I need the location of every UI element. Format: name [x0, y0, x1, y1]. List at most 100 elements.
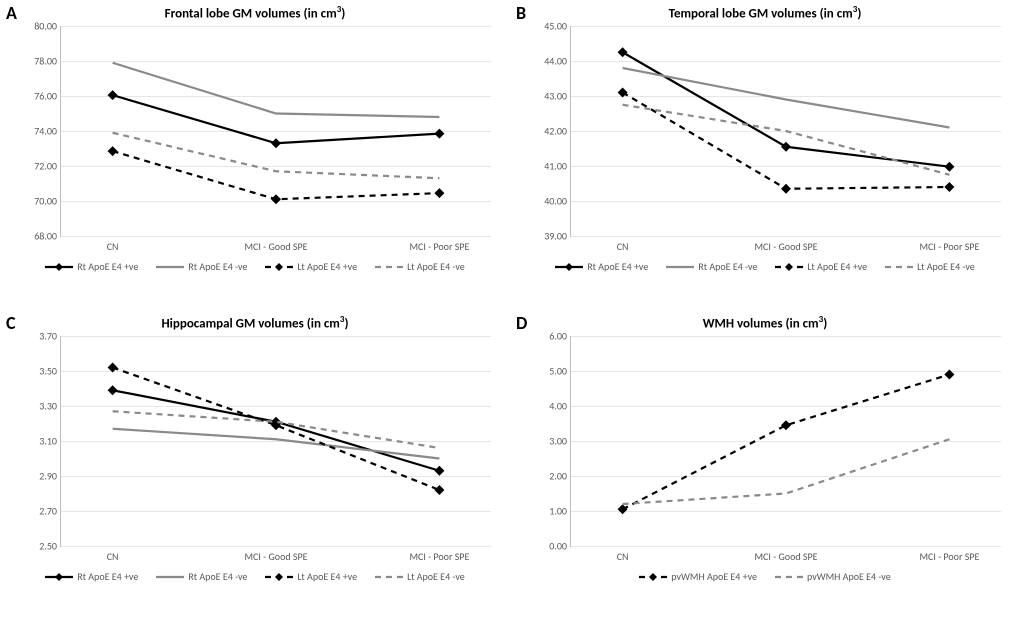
panel-D: DWMH volumes (in cm3)0.001.002.003.004.0…	[510, 310, 1020, 600]
legend-item: Rt ApoE E4 +ve	[45, 570, 138, 583]
y-tick-label: 39.00	[544, 230, 571, 243]
panel-B: BTemporal lobe GM volumes (in cm3)39.004…	[510, 0, 1020, 290]
series-marker	[434, 466, 444, 476]
series-line	[113, 151, 440, 199]
legend-label: Rt ApoE E4 +ve	[77, 570, 138, 583]
x-tick-label: MCI - Good SPE	[755, 236, 818, 253]
series-marker	[108, 90, 118, 100]
legend-label: Rt ApoE E4 -ve	[698, 260, 757, 273]
legend-item: Lt ApoE E4 +ve	[265, 570, 357, 583]
legend-label: Lt ApoE E4 -ve	[917, 260, 975, 273]
x-tick-label: MCI - Good SPE	[245, 546, 308, 563]
y-tick-label: 2.70	[39, 505, 61, 518]
figure-root: AFrontal lobe GM volumes (in cm3)68.0070…	[0, 0, 1020, 623]
legend-item: Rt ApoE E4 +ve	[555, 260, 648, 273]
legend: Rt ApoE E4 +ve Rt ApoE E4 -ve Lt ApoE E4…	[510, 260, 1020, 273]
panel-title: WMH volumes (in cm3)	[510, 314, 1020, 331]
legend-item: Lt ApoE E4 +ve	[775, 260, 867, 273]
series-svg	[571, 26, 1001, 236]
panel-title: Hippocampal GM volumes (in cm3)	[0, 314, 510, 331]
panel-A: AFrontal lobe GM volumes (in cm3)68.0070…	[0, 0, 510, 290]
y-tick-label: 0.00	[549, 540, 571, 553]
x-tick-label: MCI - Good SPE	[245, 236, 308, 253]
series-line	[623, 68, 950, 128]
legend-item: Lt ApoE E4 -ve	[375, 570, 465, 583]
legend-label: Rt ApoE E4 +ve	[77, 260, 138, 273]
legend-label: Lt ApoE E4 -ve	[407, 570, 465, 583]
legend-label: Lt ApoE E4 +ve	[297, 260, 357, 273]
y-tick-label: 2.00	[549, 470, 571, 483]
legend-label: pvWMH ApoE E4 +ve	[671, 570, 757, 583]
legend-label: Lt ApoE E4 +ve	[807, 260, 867, 273]
legend: Rt ApoE E4 +ve Rt ApoE E4 -ve Lt ApoE E4…	[0, 260, 510, 273]
legend: Rt ApoE E4 +ve Rt ApoE E4 -ve Lt ApoE E4…	[0, 570, 510, 583]
y-tick-label: 1.00	[549, 505, 571, 518]
series-marker	[108, 363, 118, 373]
series-line	[113, 429, 440, 459]
y-tick-label: 43.00	[544, 90, 571, 103]
x-tick-label: CN	[107, 546, 119, 563]
legend-label: Lt ApoE E4 -ve	[407, 260, 465, 273]
y-tick-label: 74.00	[34, 125, 61, 138]
x-tick-label: CN	[107, 236, 119, 253]
panel-title: Temporal lobe GM volumes (in cm3)	[510, 4, 1020, 21]
legend: pvWMH ApoE E4 +ve pvWMH ApoE E4 -ve	[510, 570, 1020, 583]
x-tick-label: CN	[617, 236, 629, 253]
y-tick-label: 6.00	[549, 330, 571, 343]
legend-item: pvWMH ApoE E4 +ve	[639, 570, 757, 583]
legend-item: Rt ApoE E4 -ve	[156, 260, 247, 273]
x-tick-label: MCI - Poor SPE	[409, 546, 469, 563]
series-line	[113, 390, 440, 471]
legend-item: pvWMH ApoE E4 -ve	[775, 570, 891, 583]
y-tick-label: 45.00	[544, 20, 571, 33]
series-marker	[108, 146, 118, 156]
series-svg	[61, 26, 491, 236]
legend-item: Lt ApoE E4 -ve	[375, 260, 465, 273]
series-marker	[271, 194, 281, 204]
series-marker	[944, 370, 954, 380]
y-tick-label: 68.00	[34, 230, 61, 243]
series-line	[623, 93, 950, 189]
series-marker	[618, 47, 628, 57]
panel-C: CHippocampal GM volumes (in cm3)2.502.70…	[0, 310, 510, 600]
legend-label: Rt ApoE E4 -ve	[188, 260, 247, 273]
legend-item: Lt ApoE E4 +ve	[265, 260, 357, 273]
series-marker	[618, 504, 628, 514]
y-tick-label: 5.00	[549, 365, 571, 378]
plot-area: 0.001.002.003.004.005.006.00CNMCI - Good…	[570, 336, 1001, 547]
series-marker	[781, 184, 791, 194]
y-tick-label: 40.00	[544, 195, 571, 208]
legend-item: Rt ApoE E4 -ve	[156, 570, 247, 583]
series-marker	[434, 485, 444, 495]
y-tick-label: 78.00	[34, 55, 61, 68]
y-tick-label: 80.00	[34, 20, 61, 33]
x-tick-label: CN	[617, 546, 629, 563]
y-tick-label: 76.00	[34, 90, 61, 103]
y-tick-label: 44.00	[544, 55, 571, 68]
series-marker	[944, 182, 954, 192]
legend-item: Rt ApoE E4 -ve	[666, 260, 757, 273]
series-line	[623, 439, 950, 504]
series-line	[623, 105, 950, 175]
legend-label: pvWMH ApoE E4 -ve	[807, 570, 891, 583]
series-marker	[781, 142, 791, 152]
y-tick-label: 2.90	[39, 470, 61, 483]
panel-title: Frontal lobe GM volumes (in cm3)	[0, 4, 510, 21]
y-tick-label: 70.00	[34, 195, 61, 208]
legend-label: Rt ApoE E4 +ve	[587, 260, 648, 273]
plot-area: 68.0070.0072.0074.0076.0078.0080.00CNMCI…	[60, 26, 491, 237]
y-tick-label: 3.30	[39, 400, 61, 413]
x-tick-label: MCI - Poor SPE	[919, 546, 979, 563]
x-tick-label: MCI - Poor SPE	[409, 236, 469, 253]
series-marker	[434, 129, 444, 139]
series-marker	[271, 138, 281, 148]
plot-area: 39.0040.0041.0042.0043.0044.0045.00CNMCI…	[570, 26, 1001, 237]
y-tick-label: 42.00	[544, 125, 571, 138]
series-line	[623, 375, 950, 510]
y-tick-label: 2.50	[39, 540, 61, 553]
y-tick-label: 3.00	[549, 435, 571, 448]
y-tick-label: 3.70	[39, 330, 61, 343]
series-marker	[618, 88, 628, 98]
series-line	[113, 95, 440, 143]
legend-label: Lt ApoE E4 +ve	[297, 570, 357, 583]
